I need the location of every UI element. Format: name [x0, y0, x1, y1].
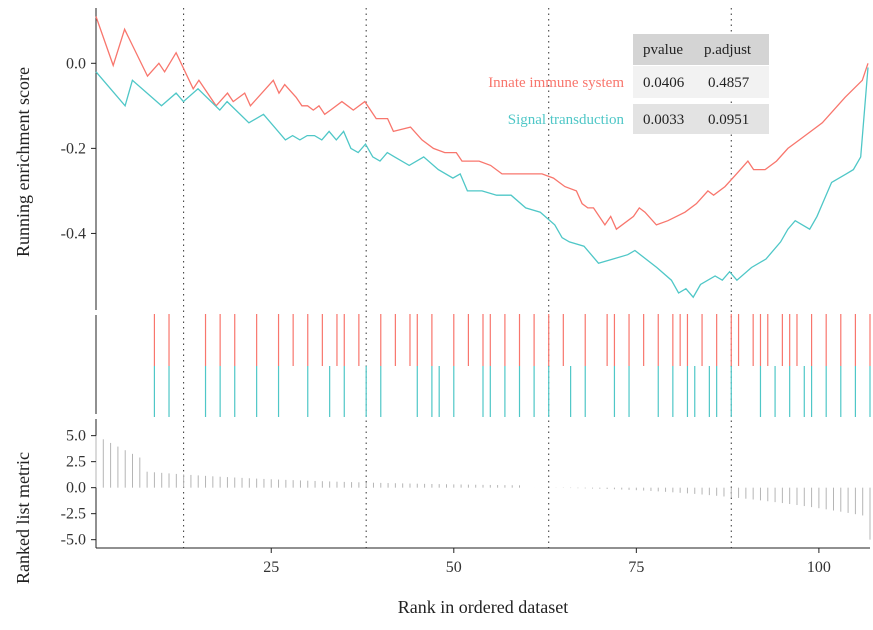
ranked-metric-bars	[96, 436, 870, 540]
y-tick-label: -0.2	[61, 140, 86, 157]
table-header-padjust: p.adjust	[704, 42, 752, 58]
ranked-metric-panel: 5.0 2.5 0.0 -2.5 -5.0	[61, 419, 870, 549]
hit-rug-panel	[96, 314, 870, 417]
y-tick-label: 5.0	[66, 428, 86, 445]
rug-marks	[154, 314, 870, 417]
table-header-pvalue: pvalue	[643, 42, 683, 58]
bottom-panel-y-ticks: 5.0 2.5 0.0 -2.5 -5.0	[61, 428, 96, 549]
y-tick-label: 0.0	[66, 55, 86, 72]
table-row2-label: Signal transduction	[508, 112, 625, 128]
x-tick-label: 50	[446, 559, 462, 576]
table-row1-padjust: 0.4857	[708, 75, 750, 91]
table-row1-pvalue: 0.0406	[643, 75, 685, 91]
series-line-signal-transduction	[96, 68, 868, 298]
x-axis-ticks: 25 50 75 100	[263, 548, 831, 576]
table-row2-padjust: 0.0951	[708, 112, 749, 128]
top-y-axis-title: Running enrichment score	[13, 67, 33, 257]
table-row1-label: Innate immune system	[488, 75, 624, 91]
x-axis-title: Rank in ordered dataset	[398, 597, 568, 617]
y-tick-label: -2.5	[61, 506, 86, 523]
stats-table: pvalue p.adjust Innate immune system 0.0…	[488, 34, 769, 134]
y-tick-label: -5.0	[61, 532, 86, 549]
bottom-y-axis-title: Ranked list metric	[13, 452, 33, 584]
x-tick-label: 75	[628, 559, 644, 576]
table-row2-pvalue: 0.0033	[643, 112, 684, 128]
x-tick-label: 100	[807, 559, 831, 576]
y-tick-label: -0.4	[61, 225, 86, 242]
y-tick-label: 0.0	[66, 480, 86, 497]
x-tick-label: 25	[263, 559, 279, 576]
y-tick-label: 2.5	[66, 454, 86, 471]
top-panel-y-ticks: 0.0 -0.2 -0.4	[61, 55, 96, 242]
